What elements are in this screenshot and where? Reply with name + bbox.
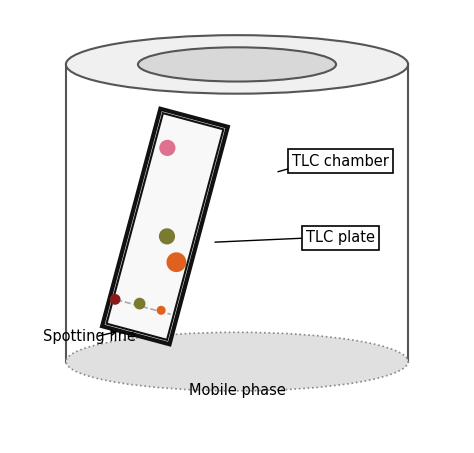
Ellipse shape (159, 140, 175, 156)
Ellipse shape (166, 252, 186, 272)
Polygon shape (107, 113, 223, 340)
Text: Spotting line: Spotting line (44, 329, 137, 344)
Polygon shape (102, 109, 228, 344)
Ellipse shape (66, 35, 408, 94)
Ellipse shape (138, 47, 336, 82)
Ellipse shape (159, 228, 175, 245)
Text: TLC chamber: TLC chamber (292, 154, 389, 169)
Text: TLC plate: TLC plate (306, 230, 375, 245)
Ellipse shape (110, 294, 120, 305)
Ellipse shape (66, 333, 408, 391)
Ellipse shape (134, 298, 146, 309)
Text: Mobile phase: Mobile phase (189, 383, 285, 398)
Ellipse shape (156, 306, 165, 315)
